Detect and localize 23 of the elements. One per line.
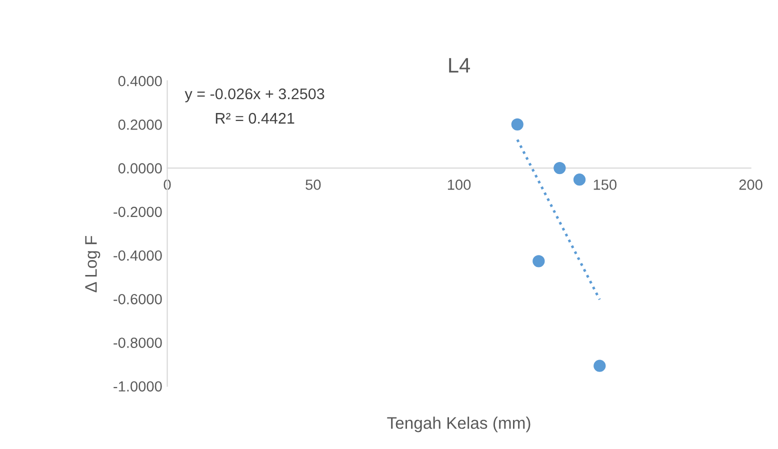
y-tick-label: -0.8000	[114, 338, 162, 348]
annotation: y = -0.026x + 3.2503	[184, 88, 324, 102]
y-tick-label: -0.6000	[114, 294, 162, 304]
x-axis-title: Tengah Kelas (mm)	[387, 416, 530, 432]
y-tick-label: -1.0000	[114, 381, 162, 392]
x-tick-label: 100	[448, 180, 471, 190]
annotation: R² = 0.4421	[216, 112, 294, 124]
y-tick-label: 0.4000	[118, 76, 162, 86]
y-tick-label: -0.4000	[114, 250, 162, 261]
point	[573, 174, 586, 186]
y-axis-title: Δ Log F	[85, 236, 100, 292]
x-tick-label: 150	[594, 180, 616, 190]
chart-title: L4	[449, 58, 470, 72]
point	[532, 255, 545, 268]
point	[511, 118, 524, 131]
y-tick-label: 0.2000	[118, 120, 162, 130]
x-tick-label: 200	[739, 180, 762, 190]
point	[594, 360, 606, 372]
x-tick-label: 0	[164, 180, 171, 190]
x-tick-label: 50	[306, 180, 321, 190]
point	[554, 162, 566, 174]
y-tick-label: -0.2000	[114, 206, 162, 218]
y-tick-label: 0.0000	[118, 163, 162, 174]
